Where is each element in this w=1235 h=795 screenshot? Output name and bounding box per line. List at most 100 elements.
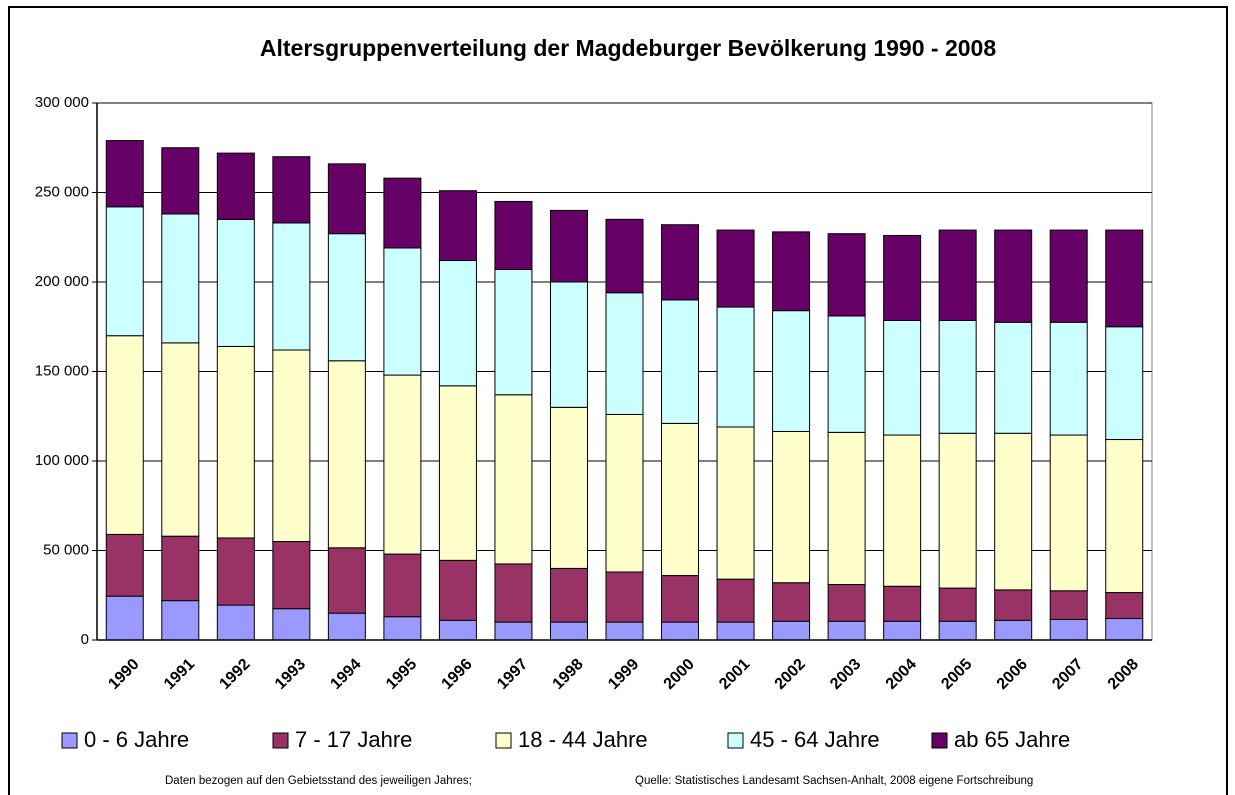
legend-label: 0 - 6 Jahre	[84, 727, 189, 752]
bar-segment	[1049, 229, 1088, 323]
bar-segment	[883, 319, 922, 436]
bar-segment	[772, 582, 811, 622]
bar-segment	[327, 163, 366, 235]
bar-segment	[549, 209, 588, 283]
bar-segment	[216, 345, 255, 539]
bar-segment	[438, 559, 477, 621]
footnote: Quelle: Statistisches Landesamt Sachsen-…	[635, 775, 1033, 787]
bar-segment	[1105, 229, 1144, 328]
bar-segment	[605, 218, 644, 294]
bar-segment	[161, 535, 200, 602]
bar-segment	[438, 385, 477, 561]
footnote: Daten bezogen auf den Gebietsstand des j…	[165, 775, 472, 787]
y-tick-label: 200 000	[35, 273, 89, 290]
y-tick-label: 100 000	[35, 452, 89, 469]
legend-swatch	[931, 732, 948, 749]
bar-segment	[161, 213, 200, 344]
y-tick-label: 50 000	[43, 541, 89, 558]
bar-segment	[494, 394, 533, 565]
bar-segment	[827, 584, 866, 622]
bar-segment	[772, 310, 811, 432]
bar-segment	[216, 152, 255, 220]
bar-segment	[605, 413, 644, 573]
bar-segment	[1049, 618, 1088, 641]
bar-segment	[716, 426, 755, 580]
bar-segment	[938, 587, 977, 622]
y-tick-label: 300 000	[35, 94, 89, 111]
bar-segment	[938, 432, 977, 589]
bar-segment	[161, 342, 200, 537]
bar-segment	[383, 553, 422, 618]
legend-label: 45 - 64 Jahre	[750, 727, 880, 752]
bar-segment	[272, 222, 311, 351]
bar-segment	[772, 231, 811, 312]
bar-segment	[549, 406, 588, 569]
bar-segment	[938, 620, 977, 641]
bar-segment	[716, 578, 755, 623]
y-tick-label: 250 000	[35, 183, 89, 200]
bar-segment	[272, 608, 311, 641]
bar-segment	[549, 621, 588, 641]
bar-segment	[161, 147, 200, 215]
bar-segment	[661, 224, 700, 301]
bar-segment	[383, 374, 422, 555]
bar-segment	[438, 260, 477, 387]
bar-segment	[272, 156, 311, 224]
bar-segment	[994, 229, 1033, 323]
bar-segment	[772, 430, 811, 584]
bar-segment	[772, 620, 811, 641]
chart-title: Altersgruppenverteilung der Magdeburger …	[260, 35, 996, 61]
bar-segment	[661, 621, 700, 641]
bar-segment	[661, 422, 700, 577]
bar-segment	[827, 431, 866, 586]
bar-segment	[883, 620, 922, 641]
y-tick-label: 0	[81, 631, 89, 648]
bar-segment	[716, 621, 755, 641]
bar-segment	[438, 619, 477, 641]
bar-segment	[1049, 321, 1088, 436]
bar-segment	[1105, 326, 1144, 441]
bar-segment	[216, 604, 255, 641]
bar-segment	[994, 321, 1033, 434]
bar-segment	[994, 589, 1033, 621]
bar-segment	[383, 247, 422, 376]
bar-segment	[661, 575, 700, 623]
bar-segment	[327, 547, 366, 614]
legend-label: 7 - 17 Jahre	[295, 727, 412, 752]
bar-segment	[827, 620, 866, 641]
y-tick-label: 150 000	[35, 362, 89, 379]
bar-segment	[105, 595, 144, 641]
bar-segment	[605, 621, 644, 641]
bar-segment	[494, 268, 533, 396]
bar-segment	[938, 319, 977, 434]
bar-segment	[105, 533, 144, 597]
bar-segment	[438, 190, 477, 262]
bar-segment	[883, 234, 922, 321]
bar-segment	[327, 612, 366, 641]
bar-segment	[549, 281, 588, 408]
bar-segment	[883, 434, 922, 587]
bar-segment	[383, 616, 422, 641]
bar-segment	[716, 306, 755, 428]
bar-segment	[105, 140, 144, 208]
bar-segment	[494, 621, 533, 641]
bar-segment	[327, 360, 366, 549]
legend-label: 18 - 44 Jahre	[518, 727, 648, 752]
bar-segment	[216, 537, 255, 606]
bar-segment	[1049, 590, 1088, 620]
legend-swatch	[272, 732, 289, 749]
bar-segment	[716, 229, 755, 308]
legend-label: ab 65 Jahre	[954, 727, 1070, 752]
bar-segment	[105, 206, 144, 337]
legend-swatch	[495, 732, 512, 749]
bar-segment	[994, 619, 1033, 641]
bar-segment	[994, 432, 1033, 591]
legend-swatch	[727, 732, 744, 749]
legend-swatch	[61, 732, 78, 749]
bar-segment	[883, 585, 922, 622]
bar-segment	[105, 335, 144, 535]
bar-segment	[1105, 439, 1144, 594]
bar-segment	[1105, 618, 1144, 641]
bar-segment	[661, 299, 700, 424]
